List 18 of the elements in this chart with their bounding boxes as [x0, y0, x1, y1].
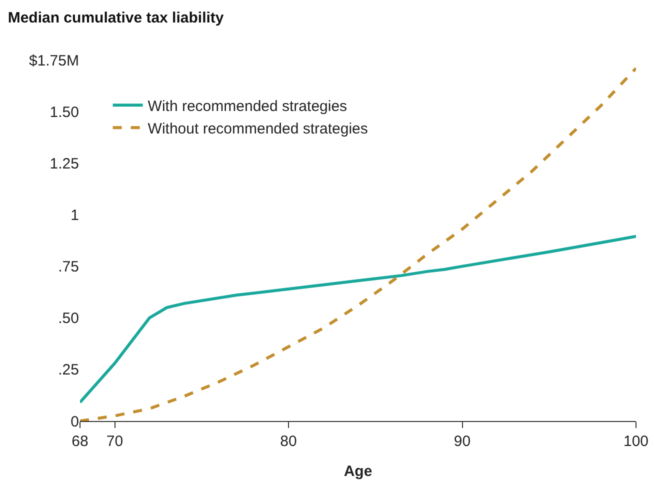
x-tick-label: 68	[72, 433, 88, 450]
y-tick-label: 1.50	[50, 104, 79, 121]
y-tick-label: .75	[58, 258, 79, 276]
x-tick-label: 80	[280, 433, 297, 450]
y-tick-label: 0	[70, 413, 79, 430]
legend-label: With recommended strategies	[148, 98, 348, 115]
chart-title: Median cumulative tax liability	[8, 10, 224, 27]
x-tick-label: 70	[106, 433, 124, 450]
line-series	[80, 234, 636, 404]
y-tick-label: .50	[58, 310, 79, 328]
y-tick-label: .25	[58, 362, 79, 379]
y-tick-label: $1.75M	[28, 52, 79, 70]
legend-label: Without recommended strategies	[148, 120, 368, 138]
x-tick-label: 100	[623, 433, 649, 450]
y-tick-label: 1	[70, 206, 79, 224]
x-tick-label: 90	[454, 433, 471, 450]
x-axis-title: Age	[344, 463, 372, 480]
y-tick-label: 1.25	[50, 155, 79, 172]
